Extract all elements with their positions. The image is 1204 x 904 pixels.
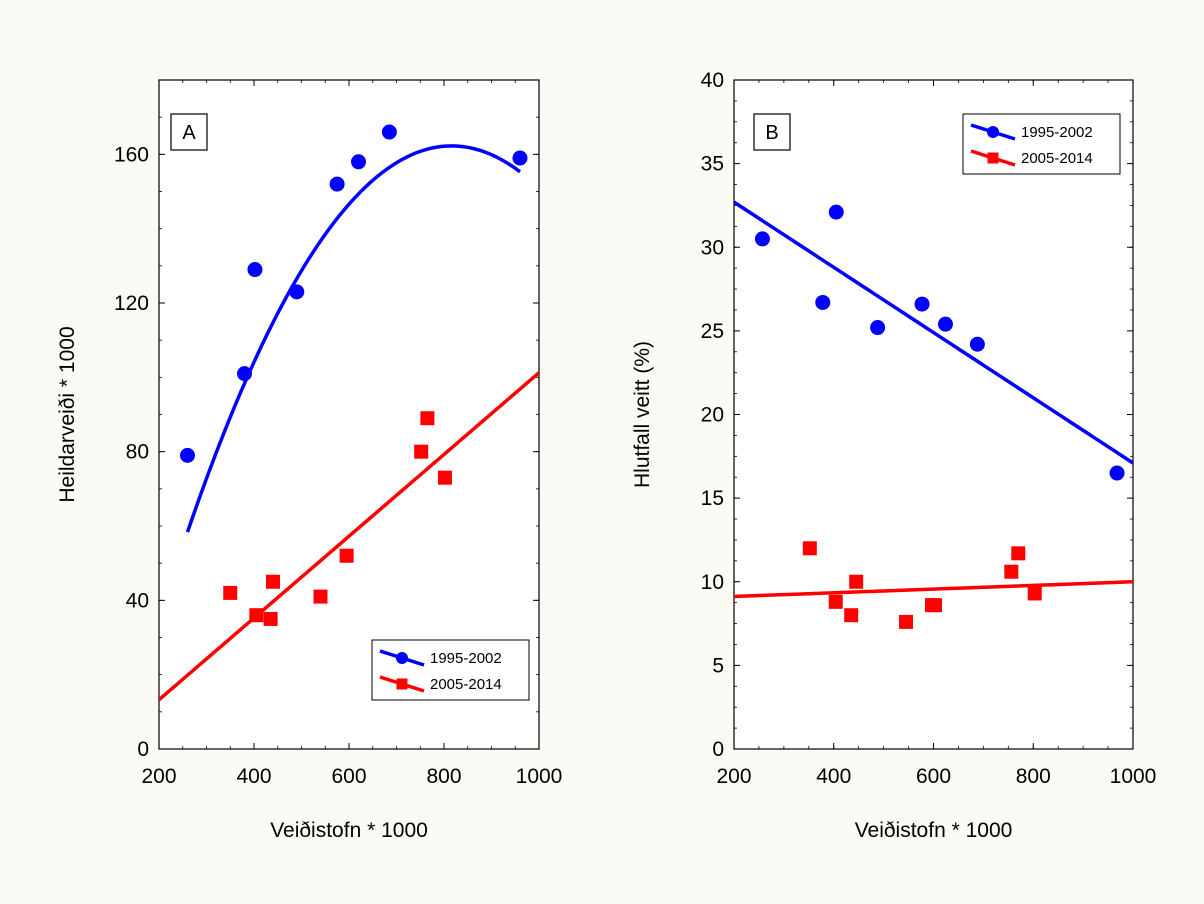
y-tick-label: 35 [701,153,724,176]
x-tick-label: 1000 [516,765,563,788]
data-point-1995-2002 [828,204,844,220]
data-point-1995-2002 [247,262,263,278]
y-tick-label: 20 [701,404,724,427]
panel-letter-box [170,113,208,151]
data-point-1995-2002 [914,296,930,312]
data-point-1995-2002 [754,231,770,247]
data-point-2005-2014 [420,411,435,426]
y-tick-label: 80 [126,441,149,464]
y-tick-label: 0 [712,738,724,761]
data-point-1995-2002 [1109,465,1125,481]
data-point-1995-2002 [937,316,953,332]
data-point-2005-2014 [437,470,452,485]
panel-a: 200 400 600 800 1000 0 40 80 120 160 Veiðistofn * … [56,79,563,842]
data-point-2005-2014 [263,611,278,626]
legend-marker-1995-2002 [987,126,999,138]
y-tick-label: 25 [701,320,724,343]
data-point-1995-2002 [870,320,886,336]
legend-marker-2005-2014 [987,152,999,164]
legend-label: 1995-2002 [1021,124,1093,141]
x-tick-label: 600 [916,765,951,788]
data-point-1995-2002 [180,447,195,463]
y-tick-label: 10 [701,571,724,594]
data-point-1995-2002 [351,154,366,170]
legend-box [371,639,530,701]
data-point-1995-2002 [237,366,252,382]
x-tick-label: 200 [716,765,751,788]
y-tick-label: 15 [701,487,724,510]
data-point-2005-2014 [313,589,328,604]
data-point-1995-2002 [512,150,528,166]
y-axis-title: Hlutfall veitt (%) [631,341,654,488]
data-point-2005-2014 [844,608,859,623]
plot-area [733,79,1134,750]
data-point-1995-2002 [381,124,397,140]
y-tick-label: 5 [712,654,724,677]
x-tick-label: 400 [236,765,271,788]
x-tick-label: 800 [1016,765,1051,788]
legend-marker-2005-2014 [396,678,408,690]
fit-line-2005-2014 [159,371,539,702]
data-point-1995-2002 [289,284,305,300]
data-point-2005-2014 [849,574,864,589]
y-tick-label: 40 [701,69,724,92]
data-point-2005-2014 [1004,564,1019,579]
panel-b: 200 400 600 800 1000 0 5 10 15 20 25 30 35 40 Veiðisto… [631,69,1156,842]
data-point-2005-2014 [927,598,942,613]
legend-label: 2005-2014 [1021,150,1093,167]
legend-box [962,113,1121,175]
data-point-2005-2014 [899,614,914,629]
x-tick-label: 400 [816,765,851,788]
plot-marks [734,200,1133,629]
y-tick-label: 40 [126,589,149,612]
x-tick-label: 1000 [1110,765,1157,788]
x-axis-title: Veiðistofn * 1000 [270,819,428,842]
data-point-1995-2002 [329,176,345,192]
fit-line-2005-2014 [734,580,1133,599]
data-point-2005-2014 [1027,586,1042,601]
data-point-2005-2014 [223,585,238,600]
legend-marker-1995-2002 [396,652,408,664]
y-axis-title: Heildarveiði * 1000 [56,326,79,502]
data-point-1995-2002 [969,336,985,352]
data-point-1995-2002 [815,294,831,310]
fit-line-1995-2002 [185,144,522,533]
data-point-2005-2014 [1011,546,1026,561]
y-tick-label: 30 [701,236,724,259]
panel-letter: B [765,122,778,144]
data-point-2005-2014 [828,594,843,609]
data-point-2005-2014 [802,541,817,556]
fit-line-1995-2002 [734,200,1133,465]
x-tick-label: 800 [426,765,461,788]
data-point-2005-2014 [249,608,264,623]
x-tick-label: 600 [331,765,366,788]
panel-letter: A [182,122,196,144]
plot-marks [159,124,539,702]
y-tick-label: 160 [114,143,149,166]
legend-label: 1995-2002 [430,650,502,667]
y-tick-label: 120 [114,292,149,315]
x-axis-title: Veiðistofn * 1000 [855,819,1013,842]
legend-label: 2005-2014 [430,676,502,693]
plot-area [158,79,540,750]
panel-letter-box [753,113,791,151]
data-point-2005-2014 [414,444,429,459]
x-tick-label: 200 [141,765,176,788]
data-point-2005-2014 [266,574,280,589]
data-point-2005-2014 [339,548,354,563]
y-tick-label: 0 [137,738,149,761]
